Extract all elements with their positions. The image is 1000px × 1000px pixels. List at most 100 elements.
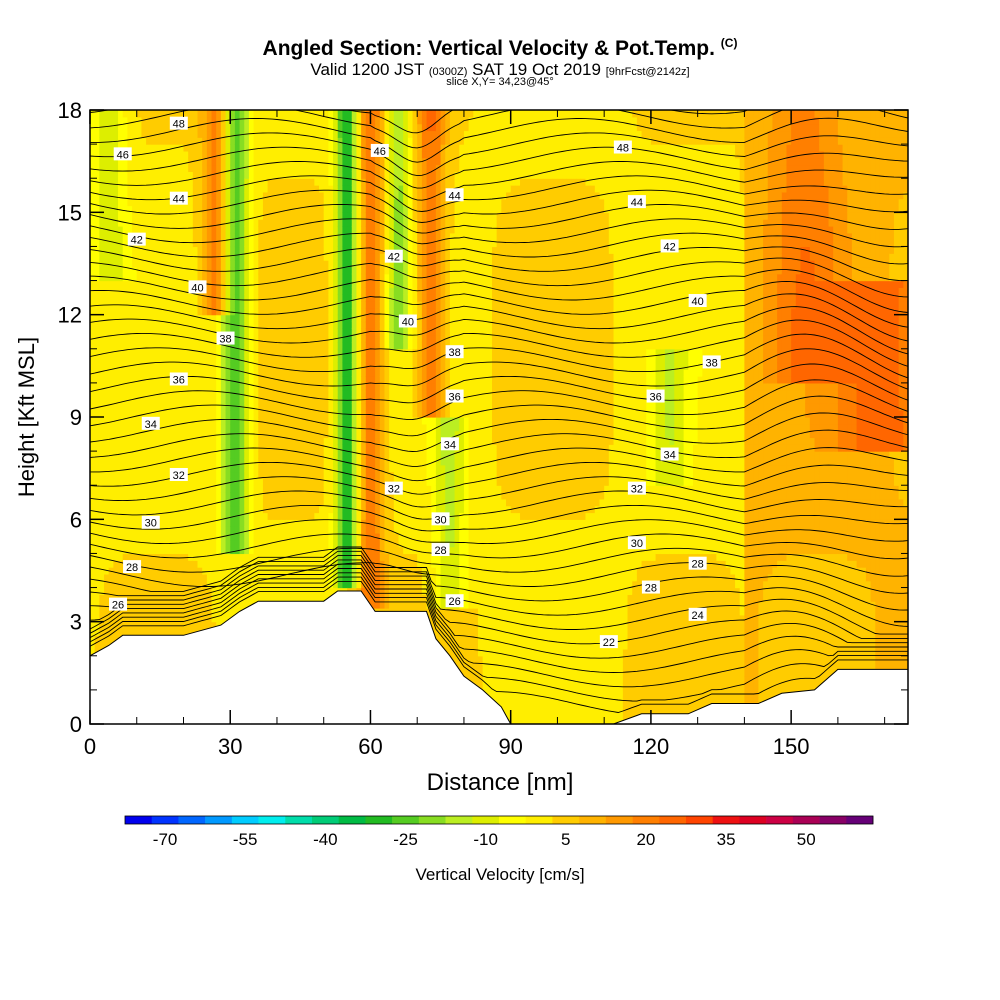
velocity-cell — [267, 362, 273, 370]
velocity-cell — [136, 225, 143, 234]
velocity-cell — [281, 471, 287, 479]
velocity-cell — [281, 546, 287, 555]
velocity-cell — [305, 485, 311, 493]
velocity-cell — [342, 335, 348, 343]
velocity-cell — [314, 444, 320, 452]
velocity-cell — [132, 219, 138, 227]
velocity-cell — [132, 314, 138, 323]
velocity-cell — [188, 580, 194, 589]
velocity-cell — [206, 505, 213, 514]
velocity-cell — [253, 457, 259, 466]
velocity-cell — [262, 519, 269, 527]
velocity-cell — [104, 239, 110, 248]
velocity-cell — [323, 553, 329, 561]
velocity-cell — [183, 205, 189, 213]
velocity-cell — [309, 130, 315, 138]
velocity-cell — [225, 348, 231, 357]
velocity-cell — [295, 301, 301, 309]
velocity-cell — [333, 417, 339, 425]
velocity-cell — [314, 417, 320, 425]
velocity-cell — [160, 123, 166, 132]
velocity-cell — [192, 382, 199, 391]
velocity-cell — [239, 123, 245, 132]
velocity-cell — [192, 478, 199, 486]
velocity-cell — [164, 123, 171, 132]
velocity-cell — [183, 355, 189, 364]
velocity-cell — [150, 287, 157, 295]
velocity-cell — [169, 512, 175, 520]
velocity-cell — [244, 492, 250, 500]
velocity-cell — [206, 382, 213, 391]
velocity-cell — [337, 239, 344, 248]
velocity-cell — [333, 232, 339, 241]
velocity-cell — [262, 185, 269, 193]
velocity-cell — [216, 246, 222, 254]
velocity-cell — [197, 498, 203, 507]
velocity-cell — [104, 307, 110, 316]
velocity-cell — [216, 362, 222, 370]
velocity-cell — [113, 587, 119, 595]
velocity-cell — [155, 321, 161, 329]
velocity-cell — [150, 382, 157, 391]
velocity-cell — [276, 130, 283, 138]
velocity-cell — [174, 280, 180, 288]
velocity-cell — [314, 178, 320, 186]
velocity-cell — [342, 478, 348, 486]
velocity-cell — [99, 444, 105, 452]
velocity-cell — [239, 485, 245, 493]
velocity-cell — [206, 294, 213, 302]
velocity-cell — [262, 171, 269, 179]
velocity-cell — [178, 560, 185, 568]
velocity-cell — [160, 608, 166, 616]
velocity-cell — [300, 178, 306, 186]
velocity-cell — [113, 376, 119, 384]
velocity-cell — [262, 485, 269, 493]
velocity-cell — [90, 444, 96, 452]
velocity-cell — [328, 526, 334, 534]
velocity-cell — [192, 150, 199, 159]
velocity-cell — [150, 123, 157, 132]
velocity-cell — [132, 205, 138, 213]
velocity-cell — [164, 341, 171, 350]
velocity-cell — [141, 178, 147, 186]
velocity-cell — [169, 137, 175, 145]
velocity-cell — [127, 301, 133, 309]
velocity-cell — [141, 260, 147, 268]
velocity-cell — [281, 580, 287, 589]
velocity-cell — [188, 164, 194, 172]
velocity-cell — [305, 144, 311, 152]
velocity-cell — [94, 587, 100, 595]
velocity-cell — [272, 178, 278, 186]
velocity-cell — [122, 628, 128, 636]
velocity-cell — [178, 539, 185, 548]
velocity-cell — [276, 526, 283, 534]
velocity-cell — [104, 594, 110, 602]
velocity-cell — [108, 485, 114, 493]
velocity-cell — [118, 273, 124, 282]
velocity-cell — [225, 191, 231, 200]
velocity-cell — [319, 567, 325, 575]
velocity-cell — [347, 539, 353, 548]
velocity-cell — [113, 178, 119, 186]
velocity-cell — [164, 219, 171, 227]
velocity-cell — [314, 519, 320, 527]
velocity-cell — [309, 185, 315, 193]
velocity-cell — [314, 205, 320, 213]
velocity-cell — [206, 355, 213, 364]
velocity-cell — [94, 526, 100, 534]
velocity-cell — [234, 464, 241, 473]
velocity-cell — [169, 498, 175, 507]
velocity-cell — [169, 185, 175, 193]
velocity-cell — [248, 410, 255, 418]
velocity-cell — [295, 560, 301, 568]
velocity-cell — [333, 382, 339, 391]
velocity-cell — [300, 191, 306, 200]
velocity-cell — [276, 191, 283, 200]
velocity-cell — [188, 219, 194, 227]
velocity-cell — [150, 260, 157, 268]
velocity-cell — [174, 225, 180, 234]
velocity-cell — [192, 457, 199, 466]
velocity-cell — [286, 471, 292, 479]
velocity-cell — [262, 396, 269, 404]
velocity-cell — [234, 485, 241, 493]
